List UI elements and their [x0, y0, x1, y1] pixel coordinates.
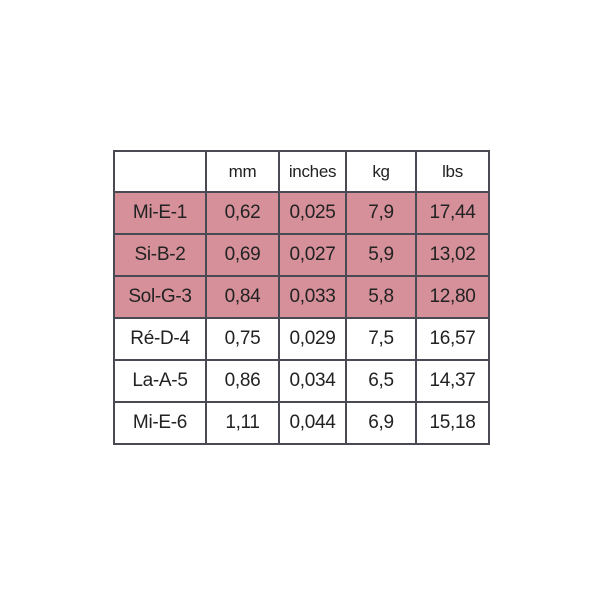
header-cell: lbs — [415, 150, 490, 193]
table-row: Mi-E-1 0,62 0,025 7,9 17,44 — [113, 191, 490, 235]
row-label: Mi-E-6 — [113, 401, 207, 445]
table-cell: 0,034 — [278, 359, 347, 403]
table-cell: 17,44 — [415, 191, 490, 235]
table-cell: 13,02 — [415, 233, 490, 277]
table-cell: 0,025 — [278, 191, 347, 235]
table-cell: 6,9 — [345, 401, 417, 445]
row-label: Mi-E-1 — [113, 191, 207, 235]
table-cell: 0,029 — [278, 317, 347, 361]
table-cell: 1,11 — [205, 401, 280, 445]
table-cell: 0,027 — [278, 233, 347, 277]
table-cell: 12,80 — [415, 275, 490, 319]
row-label: Sol-G-3 — [113, 275, 207, 319]
table-cell: 6,5 — [345, 359, 417, 403]
row-label: Ré-D-4 — [113, 317, 207, 361]
table-row: Mi-E-6 1,11 0,044 6,9 15,18 — [113, 401, 490, 445]
table-row: Ré-D-4 0,75 0,029 7,5 16,57 — [113, 317, 490, 361]
table-cell: 0,033 — [278, 275, 347, 319]
table-cell: 5,8 — [345, 275, 417, 319]
header-cell: kg — [345, 150, 417, 193]
table-cell: 16,57 — [415, 317, 490, 361]
table-cell: 5,9 — [345, 233, 417, 277]
table-cell: 7,5 — [345, 317, 417, 361]
corner-cell — [113, 150, 207, 193]
table-cell: 14,37 — [415, 359, 490, 403]
table-cell: 0,62 — [205, 191, 280, 235]
table-row: La-A-5 0,86 0,034 6,5 14,37 — [113, 359, 490, 403]
header-cell: mm — [205, 150, 280, 193]
row-label: Si-B-2 — [113, 233, 207, 277]
header-cell: inches — [278, 150, 347, 193]
table-cell: 7,9 — [345, 191, 417, 235]
table-cell: 0,84 — [205, 275, 280, 319]
table-cell: 0,86 — [205, 359, 280, 403]
table-cell: 0,75 — [205, 317, 280, 361]
table-cell: 15,18 — [415, 401, 490, 445]
table-cell: 0,69 — [205, 233, 280, 277]
table-row: Si-B-2 0,69 0,027 5,9 13,02 — [113, 233, 490, 277]
table-cell: 0,044 — [278, 401, 347, 445]
table-body: Mi-E-1 0,62 0,025 7,9 17,44 Si-B-2 0,69 0,027 5,… — [113, 191, 490, 445]
data-table: mm inches kg lbs Mi-E-1 0,62 0,025 7,9 17,44 Si-… — [113, 150, 490, 445]
table-row: Sol-G-3 0,84 0,033 5,8 12,80 — [113, 275, 490, 319]
row-label: La-A-5 — [113, 359, 207, 403]
header-row: mm inches kg lbs — [113, 150, 490, 193]
